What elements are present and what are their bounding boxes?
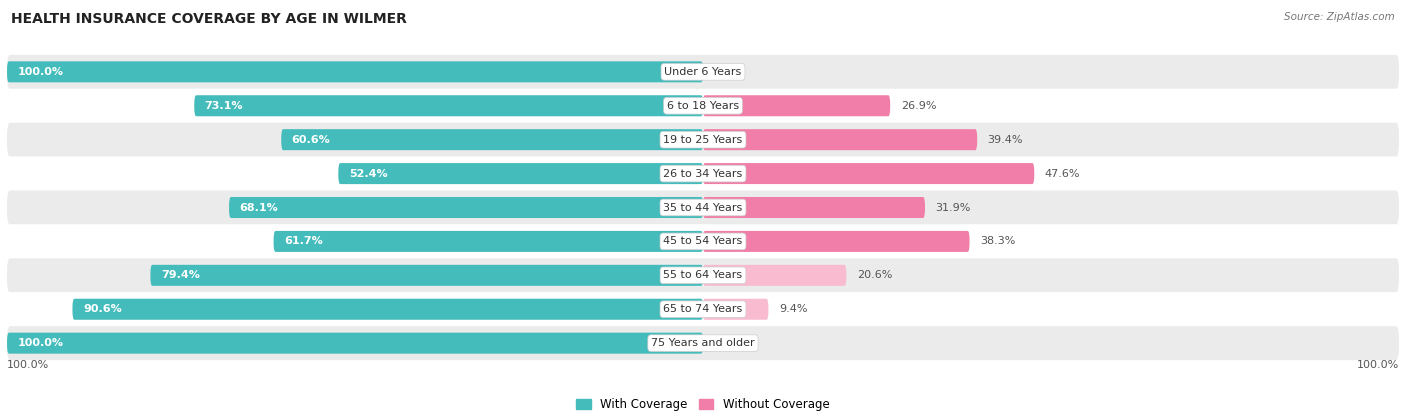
Text: 19 to 25 Years: 19 to 25 Years: [664, 135, 742, 145]
FancyBboxPatch shape: [339, 163, 703, 184]
FancyBboxPatch shape: [73, 299, 703, 320]
Text: 73.1%: 73.1%: [205, 101, 243, 111]
Text: 79.4%: 79.4%: [160, 270, 200, 280]
FancyBboxPatch shape: [703, 265, 846, 286]
Text: 55 to 64 Years: 55 to 64 Years: [664, 270, 742, 280]
FancyBboxPatch shape: [703, 129, 977, 150]
Text: 100.0%: 100.0%: [17, 67, 63, 77]
FancyBboxPatch shape: [7, 89, 1399, 123]
FancyBboxPatch shape: [194, 95, 703, 116]
Text: 75 Years and older: 75 Years and older: [651, 338, 755, 348]
Text: 100.0%: 100.0%: [7, 360, 49, 370]
Text: 9.4%: 9.4%: [779, 304, 807, 314]
FancyBboxPatch shape: [7, 225, 1399, 259]
Text: HEALTH INSURANCE COVERAGE BY AGE IN WILMER: HEALTH INSURANCE COVERAGE BY AGE IN WILM…: [11, 12, 408, 27]
Text: 39.4%: 39.4%: [987, 135, 1024, 145]
FancyBboxPatch shape: [7, 190, 1399, 225]
FancyBboxPatch shape: [229, 197, 703, 218]
FancyBboxPatch shape: [7, 61, 703, 82]
Text: 31.9%: 31.9%: [935, 203, 970, 212]
FancyBboxPatch shape: [7, 259, 1399, 292]
Text: 20.6%: 20.6%: [856, 270, 893, 280]
Text: 45 to 54 Years: 45 to 54 Years: [664, 237, 742, 247]
Text: 68.1%: 68.1%: [239, 203, 278, 212]
FancyBboxPatch shape: [281, 129, 703, 150]
FancyBboxPatch shape: [7, 123, 1399, 156]
Text: Under 6 Years: Under 6 Years: [665, 67, 741, 77]
Text: 26 to 34 Years: 26 to 34 Years: [664, 168, 742, 178]
Text: 26.9%: 26.9%: [901, 101, 936, 111]
Text: 100.0%: 100.0%: [17, 338, 63, 348]
Text: 6 to 18 Years: 6 to 18 Years: [666, 101, 740, 111]
Text: 52.4%: 52.4%: [349, 168, 388, 178]
FancyBboxPatch shape: [7, 156, 1399, 190]
FancyBboxPatch shape: [703, 231, 970, 252]
Text: 35 to 44 Years: 35 to 44 Years: [664, 203, 742, 212]
Text: 0.0%: 0.0%: [713, 67, 742, 77]
Text: 90.6%: 90.6%: [83, 304, 122, 314]
Text: 47.6%: 47.6%: [1045, 168, 1080, 178]
Legend: With Coverage, Without Coverage: With Coverage, Without Coverage: [572, 393, 834, 415]
FancyBboxPatch shape: [7, 333, 703, 354]
FancyBboxPatch shape: [703, 197, 925, 218]
Text: 61.7%: 61.7%: [284, 237, 323, 247]
FancyBboxPatch shape: [703, 299, 769, 320]
FancyBboxPatch shape: [703, 95, 890, 116]
Text: 38.3%: 38.3%: [980, 237, 1015, 247]
FancyBboxPatch shape: [7, 55, 1399, 89]
Text: 65 to 74 Years: 65 to 74 Years: [664, 304, 742, 314]
Text: 60.6%: 60.6%: [291, 135, 330, 145]
Text: Source: ZipAtlas.com: Source: ZipAtlas.com: [1284, 12, 1395, 22]
FancyBboxPatch shape: [703, 163, 1035, 184]
FancyBboxPatch shape: [7, 292, 1399, 326]
FancyBboxPatch shape: [150, 265, 703, 286]
FancyBboxPatch shape: [274, 231, 703, 252]
Text: 0.0%: 0.0%: [713, 338, 742, 348]
Text: 100.0%: 100.0%: [1357, 360, 1399, 370]
FancyBboxPatch shape: [7, 326, 1399, 360]
